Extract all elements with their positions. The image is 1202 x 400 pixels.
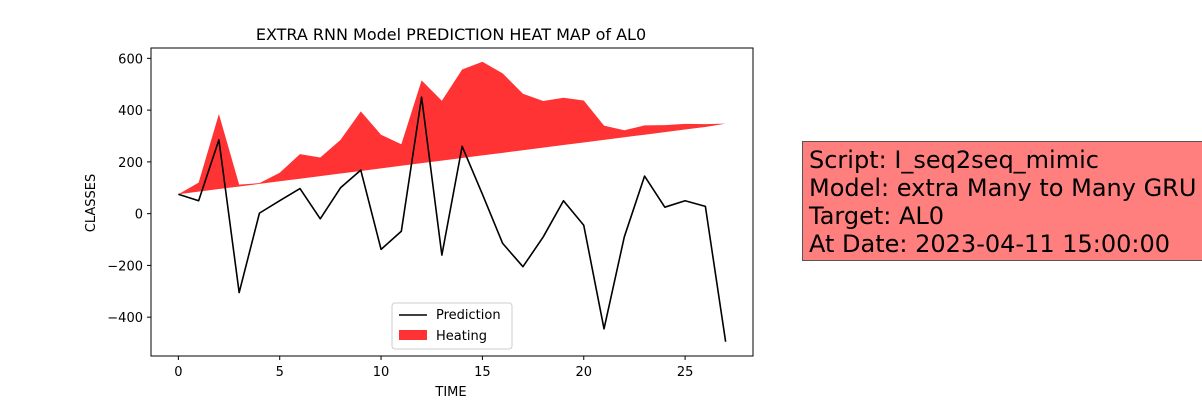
info-model-line: Model: extra Many to Many GRU xyxy=(809,174,1197,202)
y-tick-label: 200 xyxy=(118,156,143,171)
plot-frame xyxy=(150,47,754,357)
y-tick-label: −400 xyxy=(107,311,143,326)
y-tick-label: 400 xyxy=(118,104,143,119)
x-axis-title: TIME xyxy=(434,385,466,400)
y-tick-label: −200 xyxy=(107,259,143,274)
legend-heating-swatch xyxy=(399,330,427,340)
x-tick-label: 20 xyxy=(575,365,592,380)
chart-title: EXTRA RNN Model PREDICTION HEAT MAP of A… xyxy=(256,25,646,44)
y-tick-label: 600 xyxy=(118,52,143,67)
x-tick-label: 0 xyxy=(174,365,182,380)
x-tick-label: 10 xyxy=(373,365,390,380)
prediction-line xyxy=(178,96,727,342)
x-tick-label: 5 xyxy=(276,365,284,380)
x-tick-label: 15 xyxy=(474,365,491,380)
legend-heating-label: Heating xyxy=(436,329,487,344)
axes: 0 5 10 15 20 25 600 400 200 0 −200 −400 xyxy=(107,47,754,380)
x-tick-label: 25 xyxy=(677,365,694,380)
info-date-line: At Date: 2023-04-11 15:00:00 xyxy=(809,230,1171,258)
heating-area xyxy=(178,61,726,195)
info-box: Script: I_seq2seq_mimic Model: extra Man… xyxy=(802,141,1202,261)
legend: Prediction Heating xyxy=(391,302,513,350)
info-script-line: Script: I_seq2seq_mimic xyxy=(809,146,1099,174)
y-tick-label: 0 xyxy=(135,208,143,223)
y-axis-title: CLASSES xyxy=(84,174,99,232)
legend-prediction-label: Prediction xyxy=(436,308,501,323)
plot-area xyxy=(178,61,727,342)
info-target-line: Target: AL0 xyxy=(809,202,945,230)
